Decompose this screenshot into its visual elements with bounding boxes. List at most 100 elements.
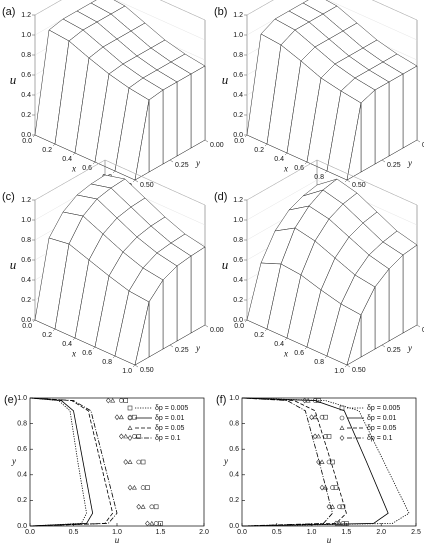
x-tick-label: 0.0 (22, 138, 32, 145)
y-tick (169, 159, 174, 163)
z-tick-label: 0.6 (233, 72, 243, 79)
grid-line (327, 0, 418, 41)
data-marker (149, 504, 155, 510)
y-tick-label: 0.25 (387, 347, 401, 354)
data-marker (340, 521, 346, 526)
x-tick (344, 364, 348, 368)
data-marker (305, 397, 311, 403)
data-marker (123, 459, 129, 465)
data-marker (127, 484, 133, 491)
panel-label: (a) (2, 6, 15, 18)
x-tick-label: 0.6 (82, 350, 92, 357)
grid-line (115, 0, 206, 41)
y-tick (204, 139, 209, 143)
grid-line (246, 0, 274, 16)
x-tick (284, 152, 288, 156)
y-tick (346, 179, 351, 183)
legend-label: δp = 0.005 (367, 405, 400, 412)
x-tick-label: 0.5 (272, 529, 282, 536)
x-tick-label: 0.0 (237, 529, 247, 536)
y-tick-label: 0.2 (229, 497, 239, 504)
data-marker (326, 434, 332, 439)
profile-line (29, 397, 94, 527)
profile-line (29, 397, 118, 527)
x-tick (92, 161, 96, 165)
x-tick-label: 1.5 (156, 529, 166, 536)
z-axis-label: u (222, 257, 229, 272)
data-marker (319, 414, 325, 420)
x-tick (324, 170, 328, 174)
x-axis-label: x (71, 348, 76, 358)
x-tick (344, 179, 348, 183)
data-marker (140, 485, 146, 490)
y-tick-label: 0.0 (17, 523, 27, 530)
y-axis-label: y (223, 456, 228, 466)
z-tick-label: 0.0 (21, 132, 31, 139)
data-marker (114, 414, 120, 421)
data-marker (140, 504, 146, 509)
surface-side (162, 265, 178, 350)
z-tick-label: 0.8 (233, 52, 243, 59)
data-marker (123, 433, 129, 439)
data-marker (119, 398, 124, 403)
legend-label: δp = 0.01 (155, 415, 184, 422)
data-marker (132, 434, 137, 439)
x-tick-label: 0.0 (22, 323, 32, 330)
x-axis-label: u (327, 535, 332, 545)
y-tick-label: 0.6 (17, 446, 27, 453)
x-tick (244, 319, 248, 323)
z-tick-label: 0.4 (21, 92, 31, 99)
x-tick-label: 0.6 (82, 165, 92, 172)
data-marker (316, 398, 321, 403)
z-tick-label: 0.4 (233, 277, 243, 284)
data-marker (323, 434, 328, 439)
y-axis-label: y (407, 158, 412, 168)
data-marker (316, 433, 322, 439)
legend-label: δp = 0.1 (155, 435, 181, 442)
x-tick-label: 0.0 (234, 323, 244, 330)
x-tick-label: 0.2 (42, 147, 52, 154)
surface-side (402, 65, 418, 149)
z-tick-label: 1.2 (233, 197, 243, 204)
x-tick-label: 2.5 (411, 529, 421, 536)
grid-line (104, 159, 206, 206)
legend-label: δp = 0.05 (367, 425, 396, 432)
data-marker (330, 459, 335, 465)
x-tick-label: 0.5 (69, 529, 79, 536)
surface-side (190, 65, 206, 149)
x-tick-label: 2.0 (199, 529, 209, 536)
y-tick-label: 1.0 (229, 395, 239, 402)
y-axis-label: y (195, 158, 200, 168)
x-tick (304, 161, 308, 165)
x-tick-label: 0.0 (25, 529, 35, 536)
x-tick-label: 0.8 (314, 359, 324, 366)
x-tick-label: 1.0 (334, 368, 344, 375)
surface-side (162, 81, 178, 165)
x-tick (284, 337, 288, 341)
z-tick-label: 0.2 (233, 112, 243, 119)
legend-marker (339, 435, 345, 441)
x-tick-label: 0.2 (254, 332, 264, 339)
y-tick (416, 139, 421, 143)
surface-side (388, 73, 404, 157)
data-marker (336, 520, 342, 526)
surface-side (346, 314, 362, 366)
x-tick (132, 179, 136, 183)
x-tick-label: 2.0 (376, 529, 386, 536)
y-tick (346, 364, 351, 368)
z-tick-label: 0.6 (21, 257, 31, 264)
y-tick (134, 179, 139, 183)
legend-label: δp = 0.1 (367, 435, 393, 442)
data-marker (123, 398, 128, 403)
x-tick (264, 143, 268, 147)
profile-line (241, 397, 389, 527)
y-tick-label: 0.4 (17, 472, 27, 479)
z-tick-label: 0.6 (21, 72, 31, 79)
z-tick-label: 0.2 (21, 297, 31, 304)
data-marker (319, 459, 325, 464)
z-tick-label: 0.4 (21, 277, 31, 284)
x-axis-label: x (71, 163, 76, 173)
y-tick-label: 1.0 (17, 395, 27, 402)
legend-marker (127, 425, 133, 430)
y-tick-label: 0.2 (17, 497, 27, 504)
